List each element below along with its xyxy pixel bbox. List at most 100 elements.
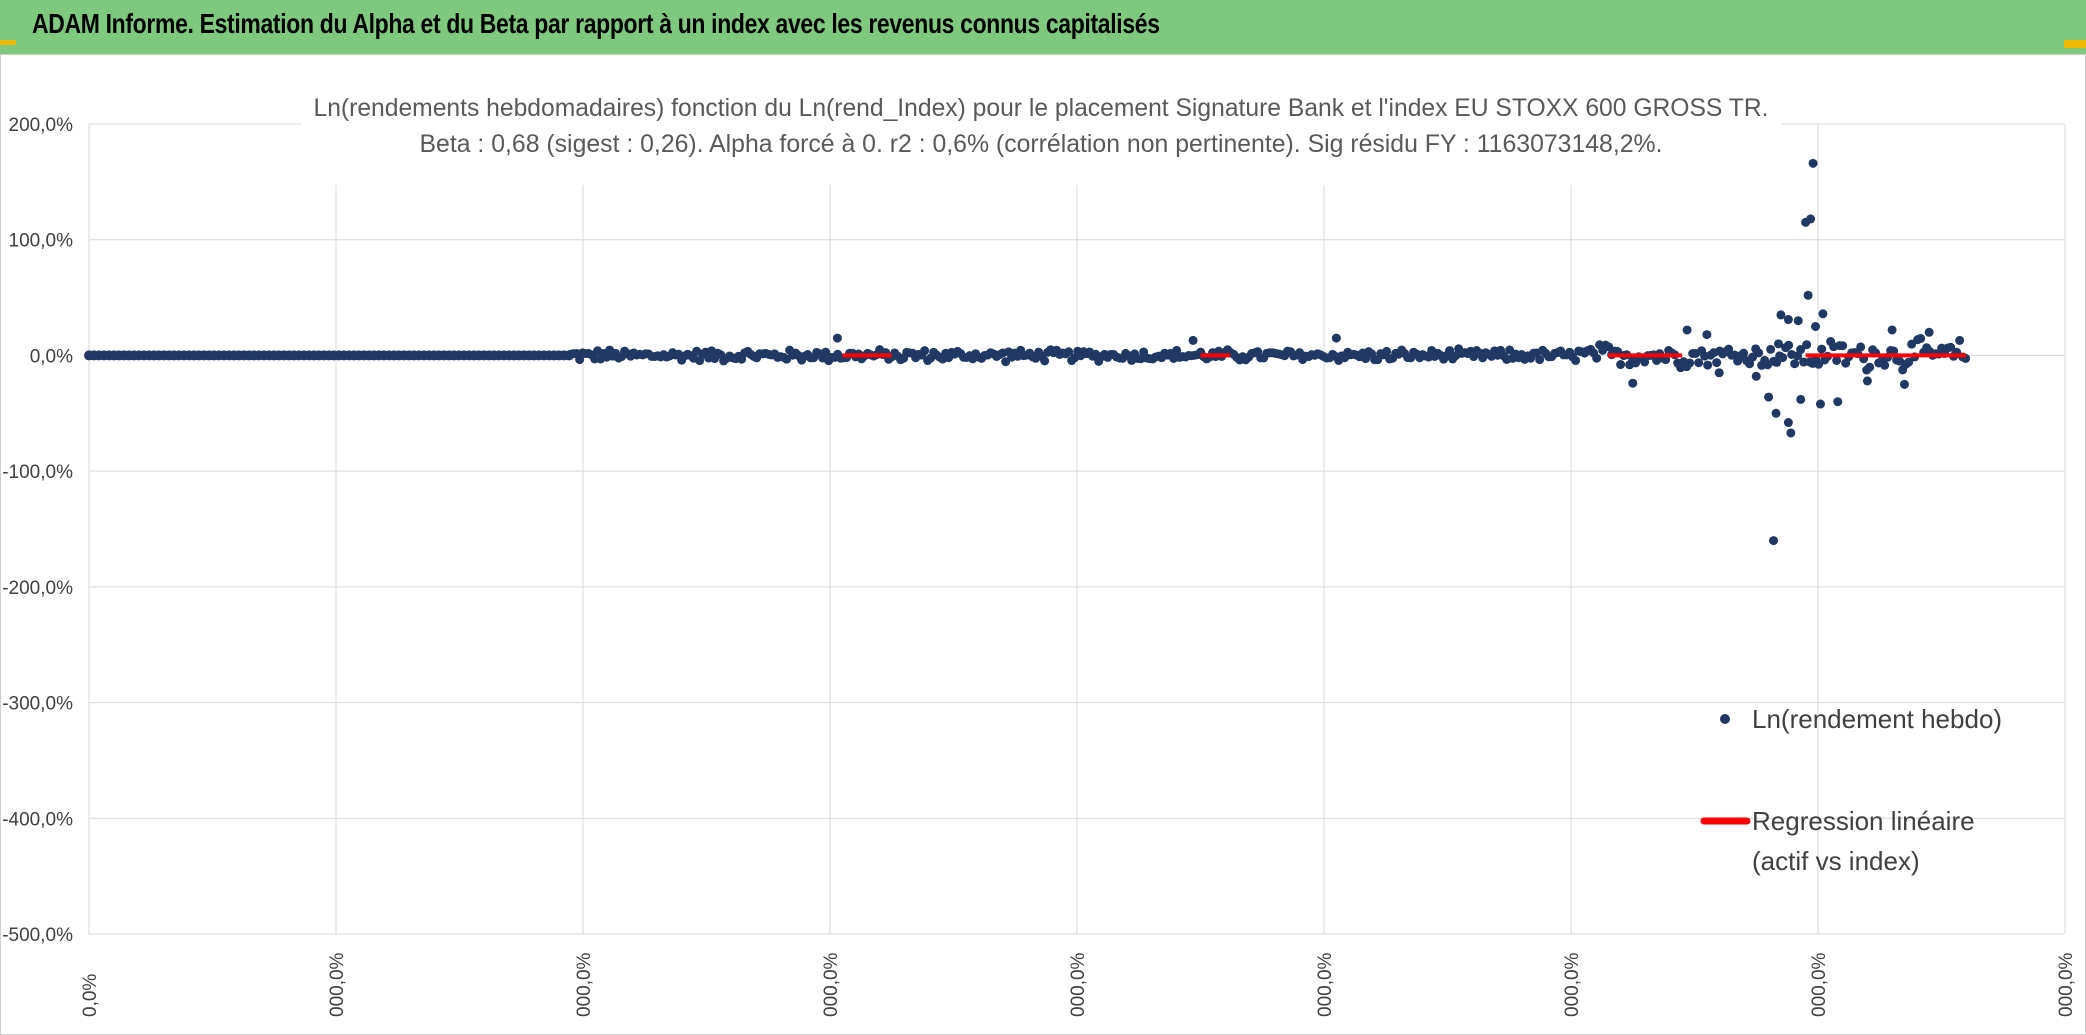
data-point-outlier [1811, 322, 1821, 331]
data-point-outlier [1331, 333, 1341, 343]
data-point [1916, 333, 1926, 343]
data-point-outlier [1801, 217, 1811, 227]
data-point-outlier [1818, 309, 1828, 319]
data-point-outlier [1783, 315, 1793, 325]
y-axis-ticks: 200,0% 100,0% 0,0% -100,0% -200,0% -300,0% -40… [2, 115, 73, 946]
y-tick-label: -400,0% [2, 809, 73, 830]
data-point-outlier [1764, 392, 1774, 402]
y-tick-label: -300,0% [2, 694, 73, 715]
data-point [1796, 345, 1806, 355]
data-point [1880, 360, 1890, 370]
data-point-outlier [1833, 397, 1843, 407]
legend: Ln(rendement hebdo) Regression linéaire … [1700, 704, 2002, 876]
data-point-outlier [1751, 371, 1761, 381]
data-point-outlier [1793, 316, 1803, 326]
data-point [1865, 362, 1875, 372]
report-title: ADAM Informe. Estimation du Alpha et du … [32, 8, 1160, 39]
chart-title-line-1: Ln(rendements hebdomadaires) fonction du… [314, 94, 1769, 122]
data-point-outlier [1188, 335, 1198, 345]
data-point [1712, 358, 1722, 368]
x-tick-label: 000,0% [327, 952, 348, 1017]
data-point [1703, 360, 1713, 370]
data-point [1832, 355, 1842, 365]
title-background [301, 85, 1781, 185]
data-points [84, 158, 1971, 546]
data-point [1361, 354, 1371, 364]
data-point [1817, 344, 1827, 354]
data-point-outlier [1702, 330, 1712, 340]
data-point-outlier [1924, 327, 1934, 337]
x-tick-label: 000,0% [1068, 952, 1089, 1017]
y-tick-label: -100,0% [2, 462, 73, 483]
data-point-outlier [1862, 376, 1872, 386]
data-point [1856, 342, 1866, 352]
data-point [575, 355, 585, 365]
data-point-outlier [1776, 310, 1786, 320]
data-point-outlier [1815, 399, 1825, 409]
data-point-outlier [1771, 408, 1781, 418]
data-point [1616, 360, 1626, 370]
data-point-outlier [1808, 158, 1818, 168]
data-point [1571, 356, 1581, 366]
data-point [1946, 342, 1956, 352]
data-point [1784, 340, 1794, 350]
data-point [1685, 358, 1695, 368]
report-header: ADAM Informe. Estimation du Alpha et du … [0, 0, 2086, 54]
y-tick-label: 200,0% [9, 115, 74, 136]
data-point [1445, 346, 1455, 356]
data-point-outlier [1714, 368, 1724, 378]
y-tick-label: -500,0% [2, 925, 73, 946]
data-point [821, 347, 831, 357]
data-point [1694, 358, 1704, 368]
data-point [1745, 359, 1755, 369]
data-point-outlier [1628, 378, 1638, 388]
x-tick-label: 0,0% [80, 974, 101, 1017]
data-point [1838, 341, 1848, 351]
data-point-outlier [1887, 325, 1897, 335]
legend-label-regression-line2: (actif vs index) [1752, 846, 1920, 876]
x-tick-label: 000,0% [1809, 952, 1830, 1017]
data-point [1040, 356, 1050, 366]
x-tick-label: 000,0% [574, 952, 595, 1017]
data-point [1778, 353, 1788, 363]
chart-area: Ln(rendements hebdomadaires) fonction du… [0, 54, 2086, 1035]
chart-title-line-2: Beta : 0,68 (sigest : 0,26). Alpha forcé… [420, 130, 1663, 158]
y-tick-label: 100,0% [9, 231, 74, 252]
data-point [1802, 340, 1812, 350]
data-point [1592, 353, 1602, 363]
y-tick-label: 0,0% [30, 346, 73, 367]
x-tick-label: 000,0% [1315, 952, 1336, 1017]
data-point [1064, 347, 1074, 357]
data-point-outlier [1796, 394, 1806, 404]
data-point [1766, 344, 1776, 354]
data-point [1754, 348, 1764, 358]
data-point-outlier [1769, 536, 1779, 546]
legend-label-points: Ln(rendement hebdo) [1752, 704, 2002, 734]
data-point-outlier [832, 333, 842, 343]
header-corner-right [2064, 40, 2086, 48]
data-point [1172, 345, 1182, 355]
legend-marker-points [1720, 714, 1730, 724]
y-tick-label: -200,0% [2, 578, 73, 599]
x-tick-label: 000,0% [1562, 952, 1583, 1017]
data-point [920, 346, 930, 356]
data-point [1955, 335, 1965, 345]
x-tick-label: 000,0% [821, 952, 842, 1017]
data-point [1889, 346, 1899, 356]
data-point [1739, 348, 1749, 358]
data-point [1382, 346, 1392, 356]
x-axis-ticks: 0,0% 000,0% 000,0% 000,0% 000,0% 000,0% 000,0%… [80, 952, 2077, 1017]
data-point-outlier [1786, 428, 1796, 438]
header-corner-left [0, 40, 16, 45]
data-point [1904, 357, 1914, 367]
scatter-chart: Ln(rendements hebdomadaires) fonction du… [2, 85, 2077, 1017]
legend-label-regression-line1: Regression linéaire [1752, 806, 1975, 836]
data-point [1535, 355, 1545, 365]
x-tick-label: 000,0% [2056, 952, 2077, 1017]
data-point-outlier [1783, 418, 1793, 428]
data-point-outlier [1682, 325, 1692, 335]
data-point-outlier [1899, 379, 1909, 389]
data-point [1790, 359, 1800, 369]
data-point-outlier [1803, 290, 1813, 300]
data-point-outlier [1773, 339, 1783, 349]
